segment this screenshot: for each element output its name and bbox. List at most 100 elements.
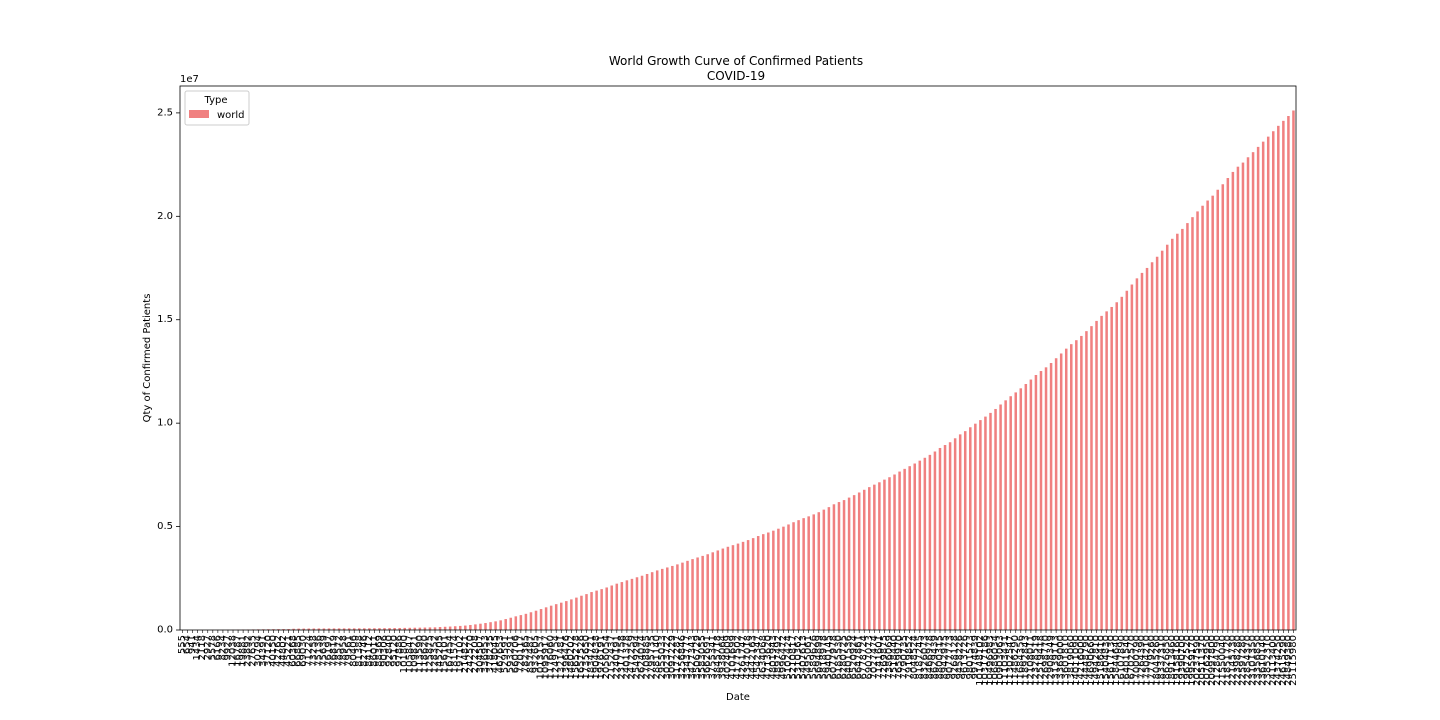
bar [767,532,770,630]
bar [347,628,351,630]
x-tick-label: 8629439 [929,635,940,680]
x-tick-label: 941 [187,635,198,654]
bar [686,560,689,630]
x-tick-label: 5694899 [813,635,824,680]
bar [342,628,346,630]
bar [448,626,452,630]
x-tick-label: 5102424 [783,635,794,680]
bar [963,431,967,630]
bar [453,626,457,630]
x-tick-label: 22597280 [1237,635,1248,686]
bar [1125,290,1129,630]
bar [923,457,927,630]
bar [544,607,548,630]
x-tick-label: 2955033 [657,635,668,680]
x-tick-label: 1976191 [596,635,607,680]
bar [509,617,513,630]
x-tick-label: 2549294 [632,635,643,680]
bar [433,627,437,630]
bar [691,559,694,630]
bar [1014,392,1017,630]
x-tick-label: 71224 [303,635,314,667]
x-tick-label: 15617130 [1106,635,1117,686]
bar [908,466,911,630]
x-tick-label: 14011090 [1071,635,1082,686]
bar [332,628,336,630]
bar [994,408,997,630]
bar [1110,306,1113,630]
x-tick-label: 21550040 [1217,635,1228,686]
x-tick-label: 2927 [202,635,213,660]
x-tick-label: 5578 [207,635,218,660]
x-tick-label: 336953 [480,635,491,673]
chart-title: World Growth Curve of Confirmed Patients [609,54,863,68]
bar [383,628,386,630]
bar [428,627,432,630]
x-tick-label: 4996472 [778,635,789,680]
bar [847,497,851,630]
x-tick-label: 109821 [409,635,420,673]
bar [1206,200,1209,630]
x-tick-label: 1013157 [536,635,547,680]
x-tick-label: 4442163 [748,635,759,680]
bar [857,492,861,630]
y-tick-label: 1.0 [157,418,173,429]
bar [1054,358,1058,630]
x-tick-label: 9974839 [970,635,981,680]
x-tick-label: 24615290 [1278,635,1289,686]
legend-swatch-world [189,110,209,118]
x-tick-label: 24374250 [1273,635,1284,686]
x-tick-label: 30794 [253,635,264,667]
x-tick-label: 16787 [233,635,244,667]
x-tick-label: 529591 [500,635,511,673]
bar [1155,256,1159,630]
x-tick-label: 3172287 [672,635,683,680]
x-tick-label: 75639 [318,635,329,667]
bar [1216,189,1219,631]
x-tick-label: 1321481 [556,635,567,680]
bar [1287,116,1290,630]
bar [1100,315,1103,630]
x-tick-label: 272208 [470,635,481,673]
x-tick-label: 82746 [359,635,370,667]
bar [590,592,593,630]
bar [504,619,507,630]
x-tick-label: 11486290 [1010,635,1021,686]
bar [969,427,972,630]
bar [918,460,922,630]
x-tick-label: 8466978 [924,635,935,680]
x-tick-label: 22145730 [1227,635,1238,686]
y-tick-label: 2.5 [157,107,173,118]
x-tick-label: 214821 [460,635,471,673]
x-tick-label: 18337310 [1157,635,1168,686]
bar [1231,171,1235,630]
bar [1236,166,1240,630]
x-tick-label: 19672520 [1182,635,1193,686]
bar [716,550,720,630]
bar [1221,184,1225,630]
bar [595,590,598,630]
x-tick-label: 145205 [435,635,446,673]
bar [549,605,553,630]
bar [610,585,614,630]
x-tick-label: 3343777 [682,635,693,680]
bar [1140,272,1144,630]
bar [292,628,295,630]
x-tick-label: 118620 [419,635,430,673]
bar [443,626,447,630]
bar [1095,320,1098,630]
bar [943,445,947,630]
bar [560,602,563,630]
x-tick-label: 5940145 [823,635,834,680]
x-tick-label: 22398280 [1232,635,1243,686]
legend-title: Type [204,95,228,106]
bar [1044,367,1048,630]
x-tick-label: 8800315 [934,635,945,680]
bar [736,543,740,630]
bar [514,616,518,630]
y-offset-label: 1e7 [180,74,199,85]
x-axis: 5556549411434211829275578616682349927120… [177,630,1299,686]
bar [605,587,608,630]
x-tick-label: 5589626 [808,635,819,680]
x-tick-label: 4177502 [733,635,744,680]
